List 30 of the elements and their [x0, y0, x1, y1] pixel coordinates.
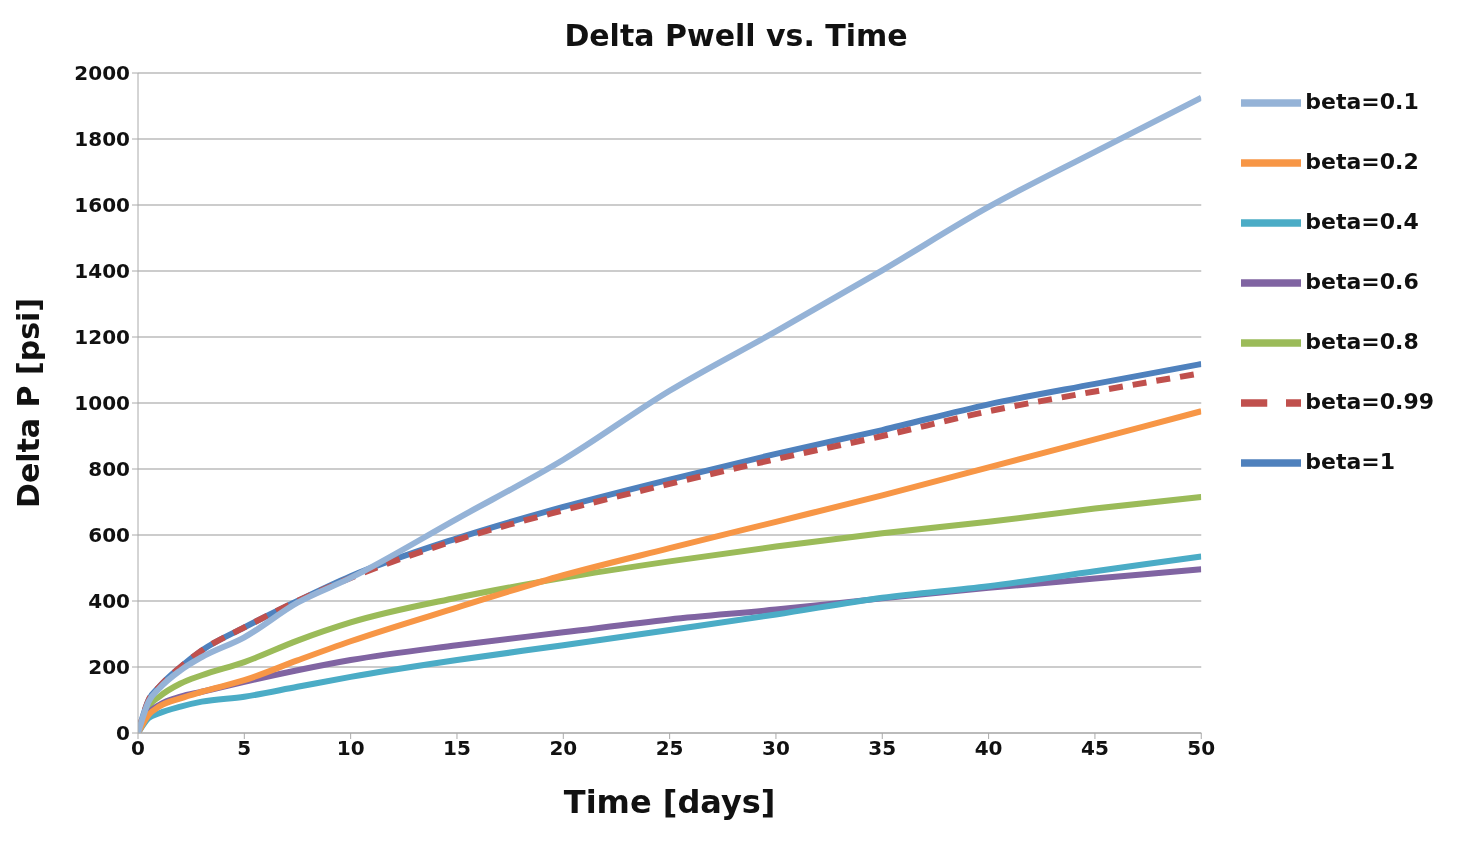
legend-label: beta=0.2	[1305, 149, 1419, 174]
legend-label: beta=0.1	[1305, 89, 1419, 114]
x-tick-label: 45	[1081, 736, 1109, 761]
x-tick-label: 15	[443, 736, 471, 761]
x-tick-label: 40	[974, 736, 1003, 761]
y-tick-label: 800	[88, 457, 130, 482]
y-tick-label: 1400	[74, 259, 130, 284]
x-tick-label: 5	[237, 736, 252, 761]
y-tick-label: 1600	[74, 193, 130, 218]
legend-label: beta=0.4	[1305, 209, 1419, 234]
legend-label: beta=0.99	[1305, 389, 1434, 414]
x-tick-label: 50	[1187, 736, 1216, 761]
y-tick-label: 2000	[74, 61, 130, 86]
y-tick-label: 1000	[74, 391, 130, 416]
y-tick-label: 400	[88, 589, 130, 614]
x-tick-label: 10	[336, 736, 365, 761]
legend-label: beta=1	[1305, 449, 1396, 474]
chart-title: Delta Pwell vs. Time	[563, 17, 909, 53]
y-tick-label: 1200	[74, 325, 130, 350]
x-tick-label: 20	[549, 736, 578, 761]
x-tick-label: 30	[762, 736, 790, 761]
x-tick-label: 25	[655, 736, 684, 761]
legend-label: beta=0.8	[1305, 329, 1419, 354]
y-axis-title: Delta P [psi]	[10, 297, 46, 509]
y-tick-label: 1800	[74, 127, 130, 152]
y-tick-label: 600	[88, 523, 130, 548]
legend-label: beta=0.6	[1305, 269, 1419, 294]
x-tick-label: 35	[868, 736, 897, 761]
x-axis-title: Time [days]	[563, 783, 776, 821]
y-tick-label: 200	[88, 655, 130, 680]
